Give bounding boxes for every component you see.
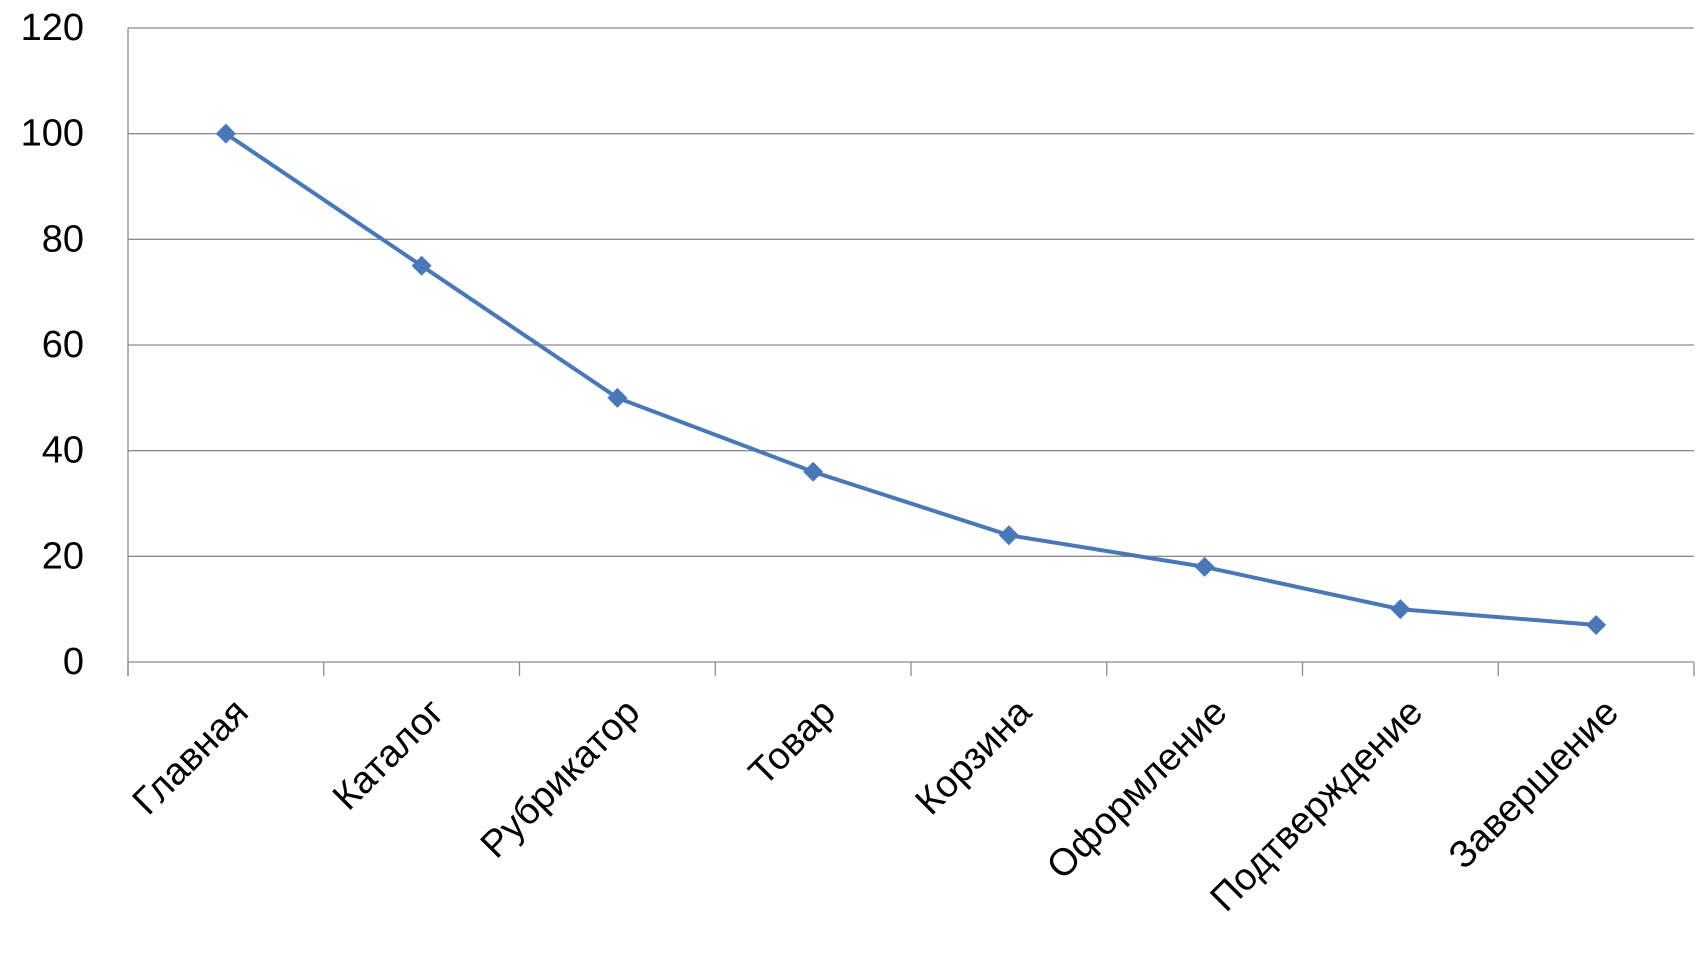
data-point-marker [803, 461, 824, 482]
x-tick-label: Главная [125, 691, 257, 823]
data-point-marker [1390, 599, 1411, 620]
data-point-marker [1586, 615, 1607, 636]
y-tick-label: 120 [21, 7, 84, 49]
x-tick-label: Товар [741, 691, 844, 794]
series-group [215, 123, 1607, 636]
y-tick-label: 100 [21, 113, 84, 155]
x-axis-tick-labels: Главная Каталог Рубрикатор Товар Корзина Офор… [125, 691, 1627, 920]
y-tick-label: 80 [42, 218, 84, 260]
data-point-marker [411, 255, 432, 276]
x-tick-label: Завершение [1441, 691, 1627, 877]
y-tick-label: 40 [42, 430, 84, 472]
data-point-marker [1194, 556, 1215, 577]
y-tick-label: 0 [63, 641, 84, 683]
y-tick-label: 20 [42, 535, 84, 577]
y-axis-tick-labels: 0 20 40 60 80 100 120 [21, 7, 84, 683]
axes [127, 28, 1695, 676]
gridlines [128, 27, 1694, 557]
data-point-marker [215, 123, 236, 144]
series-line [224, 132, 1597, 627]
data-point-marker [607, 387, 628, 408]
x-tick-label: Корзина [908, 691, 1041, 824]
y-tick-label: 60 [42, 324, 84, 366]
x-tick-label: Рубрикатор [473, 691, 648, 866]
x-tick-label: Оформление [1039, 691, 1235, 887]
x-tick-label: Подтверждение [1203, 691, 1432, 920]
x-tick-label: Каталог [325, 691, 452, 818]
data-point-marker [998, 525, 1019, 546]
